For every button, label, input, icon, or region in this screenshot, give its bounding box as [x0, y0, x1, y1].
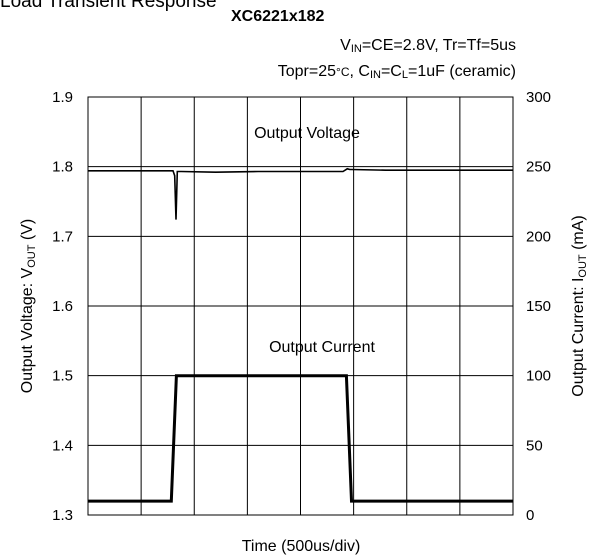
cond2-part-6: =1uF (ceramic) [407, 63, 516, 80]
cond1-part-0: V [340, 37, 351, 54]
cond2-part-2: , C [349, 63, 370, 80]
cond1-part-1: IN [350, 43, 362, 55]
cond2-part-0: Topr=25 [277, 63, 337, 80]
output-voltage-line [88, 167, 513, 220]
ylabel-left-part-0: Output Voltage: V [19, 267, 36, 393]
chart-title: XC6221x182 [231, 8, 325, 25]
series-layer [88, 167, 513, 503]
y-tick-label-left: 1.4 [52, 437, 73, 454]
y-tick-label-right: 150 [526, 298, 551, 315]
test-conditions-line-1: VIN=CE=2.8V, Tr=Tf=5us [340, 37, 516, 55]
ylabel-right-part-1: OUT [577, 254, 589, 278]
ylabel-right-part-0: Output Current: I [570, 278, 587, 397]
chart-grid [88, 97, 513, 515]
y-axis-title-right: Output Current: IOUT (mA) [570, 215, 589, 397]
y-tick-label-right: 100 [526, 368, 551, 385]
ylabel-left-part-1: OUT [26, 244, 38, 268]
y-tick-label-left: 1.6 [52, 298, 73, 315]
y-tick-label-right: 0 [526, 507, 534, 524]
test-conditions-line-2: Topr=25°C, CIN=CL=1uF (ceramic) [278, 63, 516, 81]
y-tick-label-left: 1.5 [52, 368, 73, 385]
y-tick-label-left: 1.8 [52, 159, 73, 176]
cond2-part-3: IN [369, 69, 381, 81]
right-axis-ticks: 300 250 200 150 100 50 0 [526, 89, 551, 524]
y-tick-label-left: 1.7 [52, 228, 73, 245]
y-tick-label-right: 200 [526, 228, 551, 245]
cond2-part-4: =C [380, 63, 402, 80]
plot-frame [87, 96, 514, 516]
annotation-output-voltage: Output Voltage [254, 125, 360, 142]
x-axis-title: Time (500us/div) [242, 538, 361, 555]
y-tick-label-right: 300 [526, 89, 551, 106]
y-tick-label-left: 1.3 [52, 507, 73, 524]
ylabel-right-part-2: (mA) [570, 215, 587, 254]
y-tick-label-right: 50 [526, 437, 543, 454]
output-current-line [88, 374, 513, 503]
left-axis-ticks: 1.9 1.8 1.7 1.6 1.5 1.4 1.3 [52, 89, 73, 524]
figure-heading: Load Transient Response [0, 0, 217, 12]
cond1-part-2: =CE=2.8V, Tr=Tf=5us [361, 37, 516, 54]
y-tick-label-left: 1.9 [52, 89, 73, 106]
cond2-part-1: °C [336, 65, 350, 79]
y-tick-label-right: 250 [526, 159, 551, 176]
y-axis-title-left: Output Voltage: VOUT (V) [19, 219, 38, 393]
annotation-output-current: Output Current [269, 339, 375, 356]
cond2-part-5: L [401, 69, 408, 81]
ylabel-left-part-2: (V) [19, 219, 36, 245]
